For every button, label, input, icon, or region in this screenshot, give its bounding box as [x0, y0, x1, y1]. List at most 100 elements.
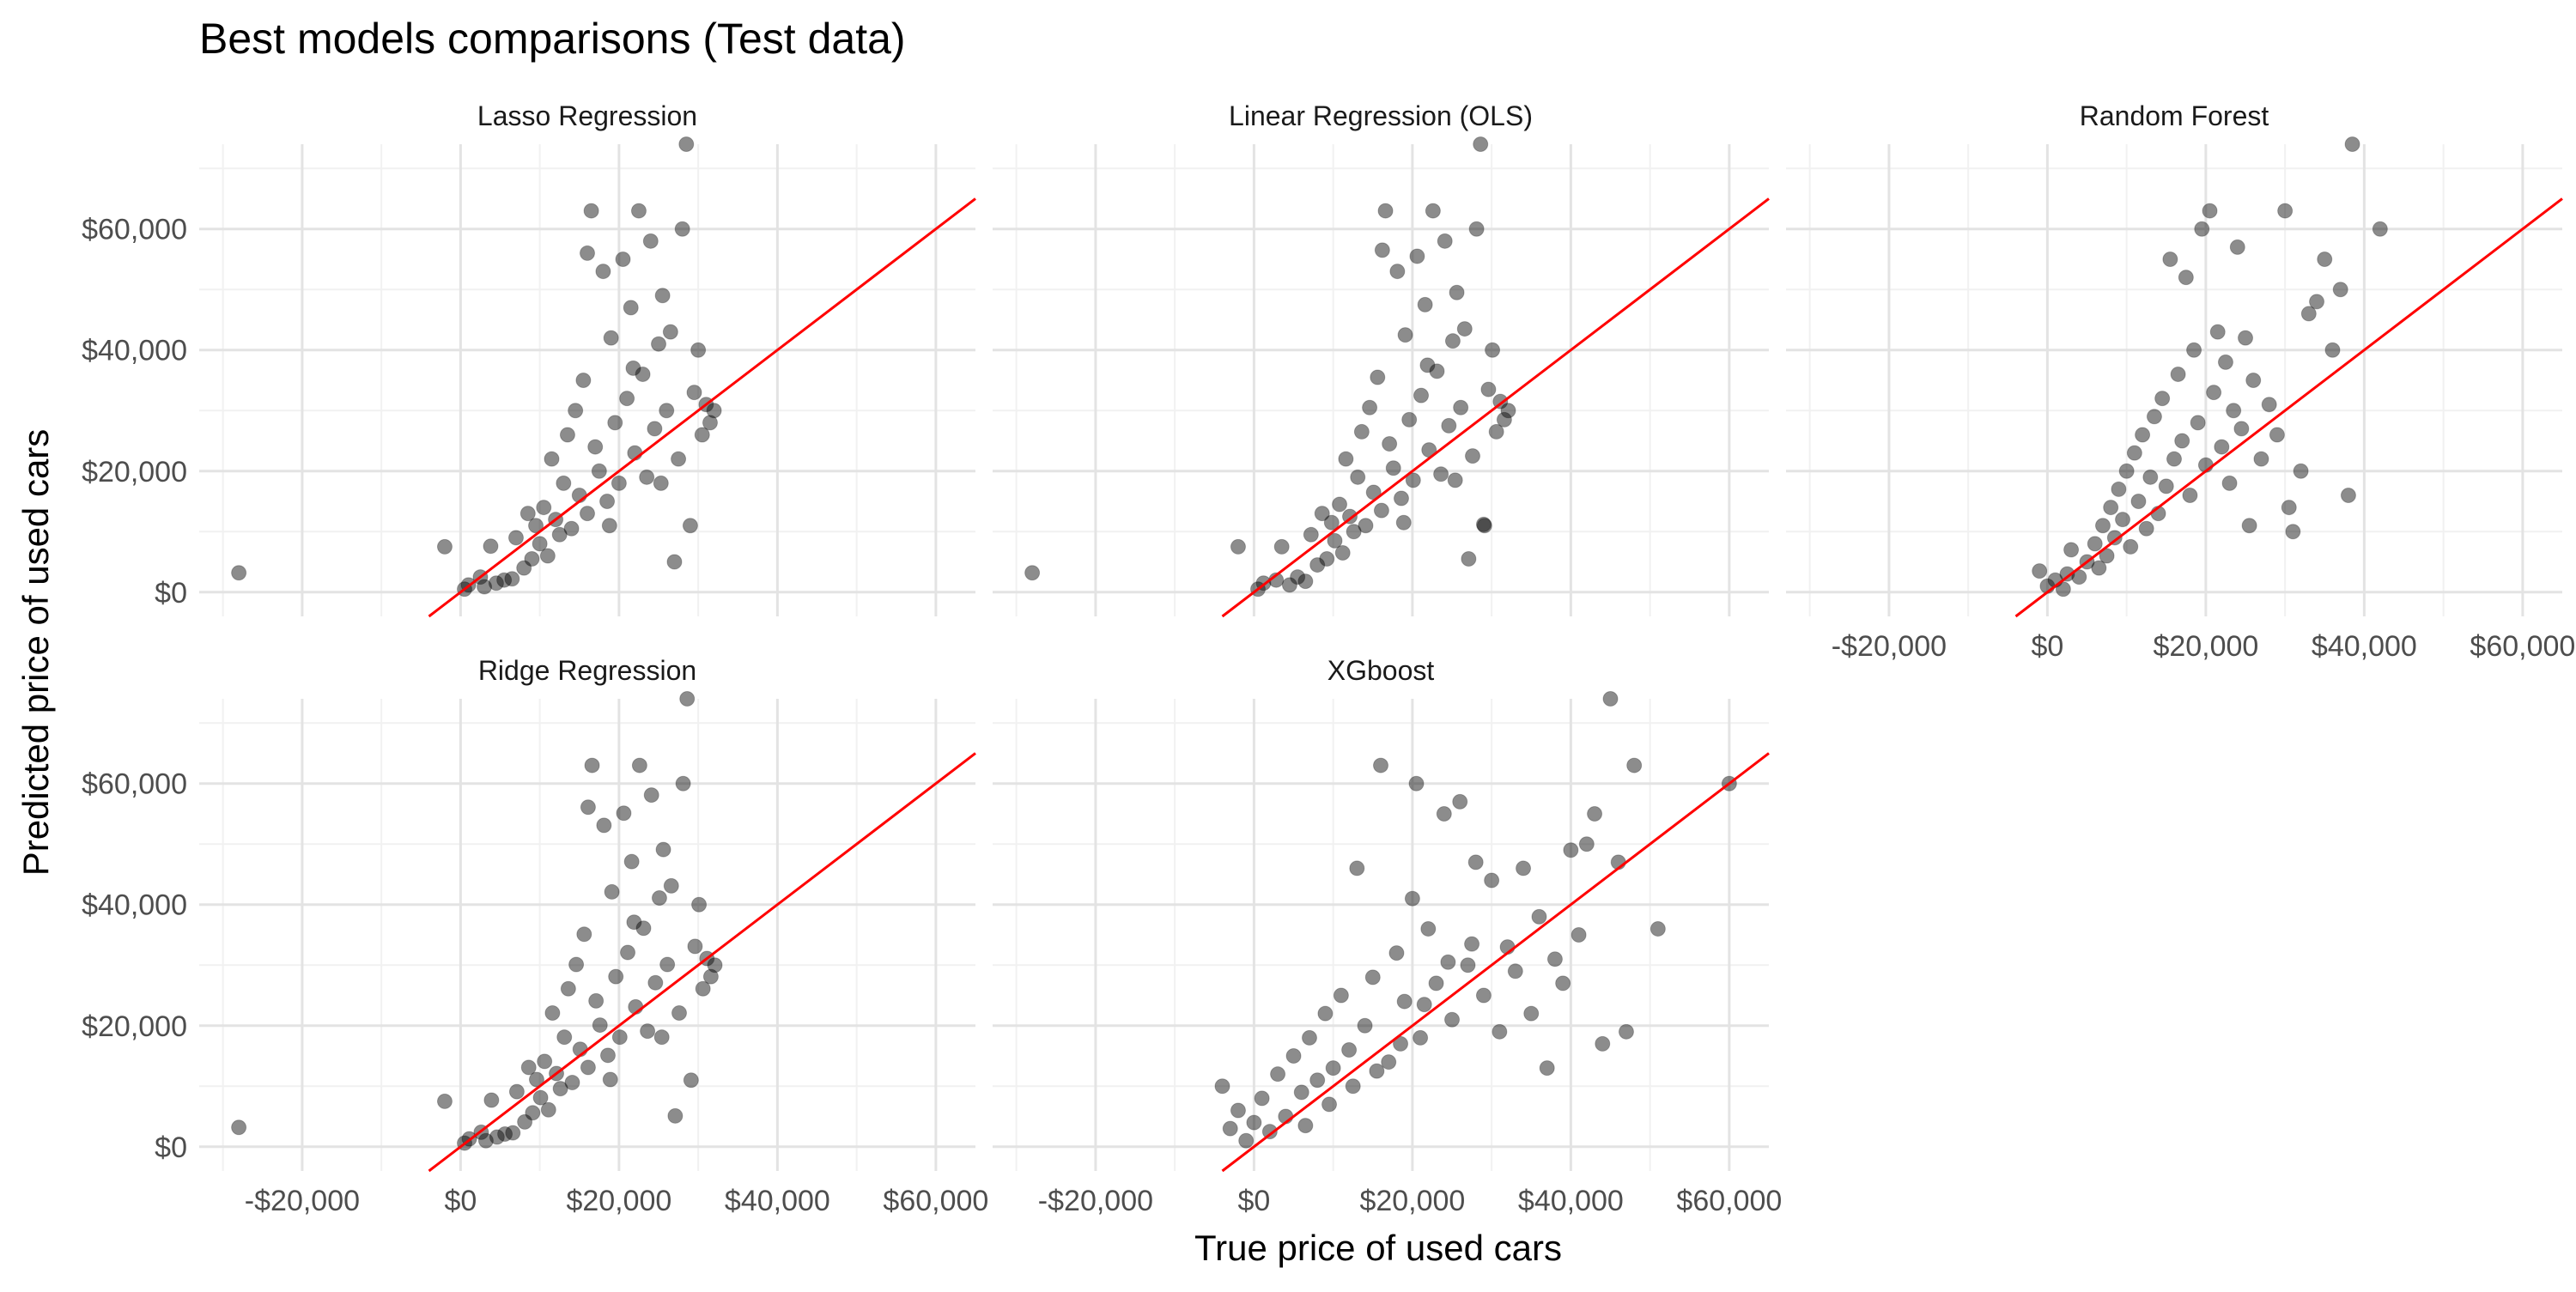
- data-point: [231, 565, 247, 581]
- x-tick-label: $20,000: [1359, 1185, 1465, 1217]
- y-tick-label: $40,000: [82, 335, 187, 367]
- data-point: [517, 1113, 533, 1130]
- data-point: [2317, 251, 2333, 267]
- data-point: [1475, 516, 1492, 532]
- data-point: [2162, 251, 2178, 267]
- data-point: [528, 1071, 544, 1088]
- data-point: [540, 1101, 556, 1118]
- data-point: [1404, 890, 1420, 907]
- data-point: [2245, 373, 2262, 388]
- data-point: [2372, 221, 2388, 237]
- data-point: [1492, 1023, 1508, 1040]
- data-point: [580, 506, 595, 522]
- data-point: [2091, 560, 2107, 576]
- data-point: [1325, 1060, 1341, 1077]
- data-point: [1413, 1029, 1429, 1046]
- data-point: [654, 288, 671, 304]
- data-point: [580, 1059, 596, 1076]
- facet-panel: Random Forest -$20,000 $0 $20,000 $40,000 $60…: [1786, 100, 2575, 663]
- data-point: [568, 956, 585, 973]
- data-point: [1425, 203, 1441, 219]
- data-point: [2186, 342, 2202, 358]
- data-point: [1238, 1132, 1255, 1149]
- data-point: [560, 980, 576, 997]
- y-tick-label: $20,000: [82, 456, 187, 488]
- data-point: [2344, 136, 2360, 152]
- data-point: [563, 520, 580, 537]
- data-point: [611, 1029, 628, 1046]
- data-point: [2174, 433, 2190, 449]
- data-point: [1334, 544, 1351, 561]
- data-point: [1453, 399, 1469, 416]
- data-point: [603, 330, 619, 346]
- data-point: [647, 974, 664, 991]
- data-point: [1449, 284, 1465, 300]
- data-point: [690, 342, 707, 358]
- data-point: [1456, 321, 1473, 337]
- y-tick-label: $0: [155, 1131, 187, 1164]
- data-point: [2332, 282, 2348, 298]
- data-point: [575, 373, 592, 388]
- data-point: [599, 1047, 616, 1064]
- data-point: [1317, 1005, 1334, 1022]
- data-point: [604, 883, 620, 900]
- reference-line: [1221, 197, 1770, 618]
- data-point: [2217, 354, 2233, 370]
- x-tick-label: $60,000: [883, 1185, 988, 1217]
- data-point: [1350, 469, 1366, 485]
- data-point: [1440, 954, 1456, 970]
- data-point: [1373, 502, 1389, 519]
- data-point: [1332, 496, 1348, 513]
- data-point: [2087, 536, 2103, 552]
- data-point: [583, 203, 599, 219]
- data-point: [1374, 242, 1390, 258]
- data-point: [488, 575, 504, 591]
- data-point: [1345, 1078, 1361, 1095]
- data-point: [595, 264, 611, 280]
- data-point: [1254, 1090, 1270, 1107]
- data-point: [584, 757, 600, 773]
- data-point: [1429, 363, 1445, 379]
- data-point: [1420, 920, 1437, 937]
- data-point: [524, 551, 540, 567]
- data-point: [1395, 514, 1412, 531]
- data-point: [564, 1075, 580, 1091]
- data-point: [1401, 411, 1418, 428]
- data-point: [1385, 460, 1401, 476]
- data-point: [559, 427, 575, 443]
- data-point: [1405, 472, 1421, 488]
- x-tick-label: $40,000: [725, 1185, 830, 1217]
- data-point: [551, 526, 568, 543]
- data-point: [1587, 805, 1603, 822]
- data-point: [2281, 500, 2297, 516]
- data-point: [1357, 1017, 1373, 1034]
- data-point: [1516, 860, 1532, 876]
- data-point: [2226, 403, 2242, 419]
- data-point: [544, 1004, 561, 1021]
- facet-strip-label: Ridge Regression: [478, 655, 696, 686]
- data-point: [1369, 1063, 1385, 1079]
- data-point: [702, 968, 719, 985]
- data-point: [635, 920, 652, 937]
- data-point: [1507, 963, 1523, 980]
- data-point: [587, 439, 604, 455]
- data-point: [1485, 342, 1501, 358]
- data-point: [1338, 451, 1354, 467]
- data-point: [591, 463, 607, 479]
- data-point: [674, 221, 690, 237]
- data-point: [2293, 463, 2309, 479]
- data-point: [1452, 793, 1468, 810]
- data-point: [2071, 569, 2087, 585]
- data-point: [662, 324, 678, 340]
- x-tick-label: $0: [444, 1185, 477, 1217]
- x-axis-title: True price of used cars: [1194, 1228, 1562, 1268]
- data-point: [2221, 475, 2238, 491]
- data-point: [1436, 805, 1452, 822]
- data-point: [640, 1023, 656, 1040]
- x-tick-label: $60,000: [2470, 630, 2575, 663]
- data-point: [1649, 920, 1666, 937]
- data-point: [625, 360, 641, 376]
- data-point: [1397, 327, 1413, 343]
- x-tick-label: $40,000: [2312, 630, 2417, 663]
- reference-line: [428, 197, 976, 618]
